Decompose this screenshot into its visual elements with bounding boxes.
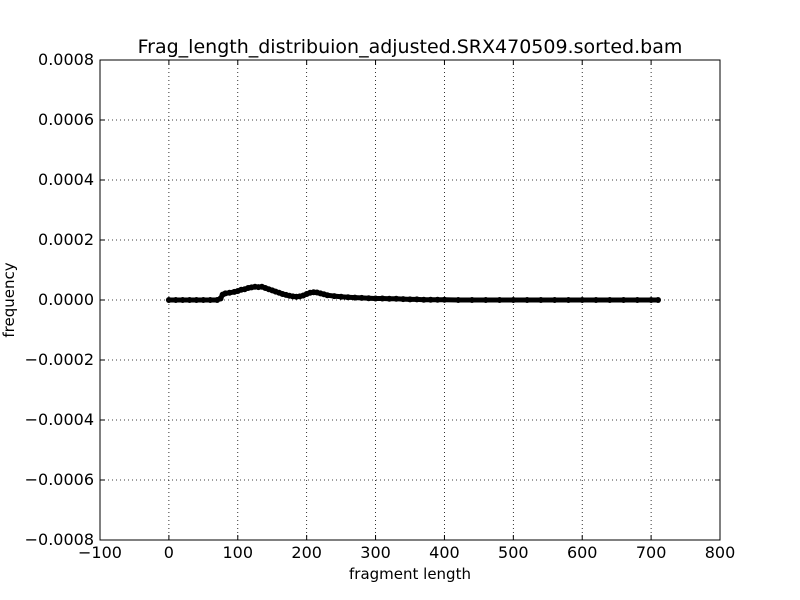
y-tick-label: 0.0002 xyxy=(38,230,94,249)
data-point xyxy=(648,297,655,303)
data-series xyxy=(165,283,661,303)
data-point xyxy=(482,297,489,303)
x-tick-label: 700 xyxy=(636,543,667,562)
data-point xyxy=(207,297,214,303)
data-point xyxy=(351,294,358,301)
data-point xyxy=(420,296,427,303)
data-point xyxy=(400,296,407,303)
data-point xyxy=(634,297,641,303)
data-point xyxy=(193,297,200,303)
y-tick-label: 0.0006 xyxy=(38,110,94,129)
axis-ticks xyxy=(99,59,721,541)
x-tick-label: 500 xyxy=(498,543,529,562)
data-point xyxy=(338,293,345,300)
data-point xyxy=(441,296,448,303)
y-tick-label: −0.0008 xyxy=(25,530,94,549)
data-point xyxy=(496,297,503,303)
y-tick-label: 0.0004 xyxy=(38,170,94,189)
data-point xyxy=(179,297,186,303)
data-point xyxy=(379,295,386,302)
data-point xyxy=(331,293,338,300)
x-tick-label: 800 xyxy=(705,543,736,562)
y-tick-label: −0.0004 xyxy=(25,410,94,429)
data-point xyxy=(469,297,475,303)
data-point xyxy=(427,296,434,303)
y-tick-labels: 0.0008 0.0006 0.0004 0.0002 0.0000 −0.0002 −0.… xyxy=(25,50,94,549)
data-point xyxy=(579,297,586,303)
data-point xyxy=(186,297,193,303)
data-point xyxy=(537,297,544,303)
data-point xyxy=(606,297,613,303)
y-tick-label: 0.0000 xyxy=(38,290,94,309)
data-point xyxy=(226,289,233,296)
data-point xyxy=(200,297,207,303)
data-point xyxy=(620,297,627,303)
data-point xyxy=(372,295,379,302)
data-point xyxy=(524,297,531,303)
data-point xyxy=(324,292,331,299)
x-tick-label: 200 xyxy=(291,543,322,562)
x-tick-label: 0 xyxy=(164,543,174,562)
data-point xyxy=(172,297,179,303)
x-tick-label: 100 xyxy=(223,543,254,562)
data-point xyxy=(407,296,413,303)
x-tick-label: 300 xyxy=(360,543,391,562)
data-point xyxy=(393,295,400,302)
data-point xyxy=(655,297,661,303)
x-tick-labels: −100 0 100 200 300 400 500 600 700 800 xyxy=(78,543,735,562)
data-point xyxy=(365,295,372,302)
chart-title: Frag_length_distribuion_adjusted.SRX4705… xyxy=(138,36,683,58)
x-axis-label: fragment length xyxy=(349,565,471,583)
x-tick-label: 600 xyxy=(567,543,598,562)
y-tick-label: −0.0002 xyxy=(25,350,94,369)
x-tick-label: 400 xyxy=(429,543,460,562)
y-tick-label: −0.0006 xyxy=(25,470,94,489)
data-point xyxy=(510,297,517,303)
data-point xyxy=(565,297,572,303)
data-point xyxy=(455,297,462,303)
data-point xyxy=(551,297,558,303)
data-point xyxy=(358,294,365,301)
data-point xyxy=(593,297,599,303)
data-point xyxy=(386,295,393,302)
data-point xyxy=(413,296,420,303)
y-axis-label: frequency xyxy=(0,262,18,337)
y-tick-label: 0.0008 xyxy=(38,50,94,69)
x-tick-label: −100 xyxy=(78,543,122,562)
data-point xyxy=(345,294,351,301)
data-point xyxy=(434,296,441,303)
data-point xyxy=(165,297,172,303)
